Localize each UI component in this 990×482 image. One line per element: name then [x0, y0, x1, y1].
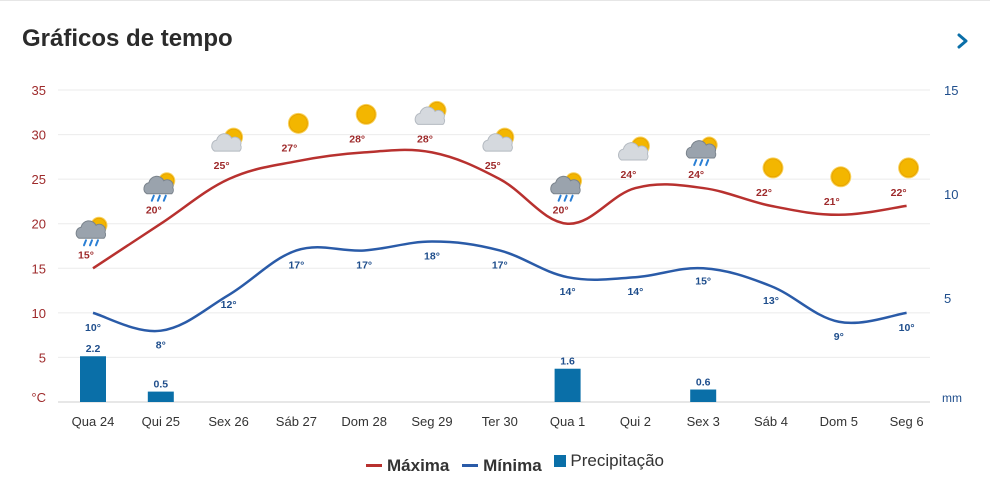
min-data-label: 13° — [763, 295, 779, 307]
max-data-label: 22° — [891, 187, 907, 199]
legend-precip-label: Precipitação — [570, 451, 664, 470]
max-data-label: 20° — [146, 205, 162, 217]
right-axis-tick-label: 5 — [944, 291, 951, 306]
legend-min-label: Mínima — [483, 455, 542, 475]
min-data-label: 18° — [424, 251, 440, 263]
sun-icon — [762, 157, 784, 179]
sun-cloud-icon — [414, 100, 447, 125]
left-axis-tick-label: 10 — [32, 306, 46, 321]
x-axis-tick-label: Seg 6 — [890, 414, 924, 429]
right-axis-unit: mm — [942, 391, 962, 405]
right-axis-tick-label: 10 — [944, 187, 958, 202]
right-axis-tick-label: 15 — [944, 83, 958, 98]
x-axis-tick-label: Qua 1 — [550, 414, 585, 429]
legend-item-min[interactable]: Mínima — [462, 456, 542, 476]
legend-min-swatch — [462, 464, 479, 467]
precip-data-label: 2.2 — [86, 343, 101, 355]
precip-bar — [690, 389, 717, 402]
chart-legend: Máxima Mínima Precipitação — [0, 451, 990, 476]
sun-icon — [287, 112, 309, 134]
rain-cloud-sun-icon — [685, 136, 718, 167]
left-axis-tick-label: 30 — [32, 128, 46, 143]
rain-cloud-sun-icon — [75, 216, 108, 247]
min-data-label: 14° — [560, 286, 576, 298]
rain-cloud-sun-icon — [143, 172, 176, 202]
min-data-label: 17° — [356, 259, 372, 271]
x-axis-tick-label: Qui 25 — [142, 414, 180, 429]
min-data-label: 10° — [85, 322, 101, 334]
sun-icon — [355, 103, 377, 125]
min-data-label: 15° — [695, 275, 711, 287]
min-data-label: 12° — [221, 299, 237, 311]
sun-icon — [898, 157, 920, 179]
left-axis-unit: °C — [31, 390, 46, 405]
max-series-line — [92, 148, 907, 270]
rain-cloud-sun-icon — [550, 172, 583, 202]
max-data-label: 20° — [553, 205, 569, 217]
left-axis-tick-label: 20 — [32, 217, 46, 232]
legend-max-label: Máxima — [387, 455, 450, 475]
precip-data-label: 0.6 — [696, 377, 711, 389]
x-axis-tick-label: Dom 5 — [820, 414, 858, 429]
min-data-label: 14° — [627, 286, 643, 298]
page-title: Gráficos de tempo — [22, 25, 233, 52]
x-axis-tick-label: Sex 3 — [687, 414, 720, 429]
legend-precip-swatch — [554, 455, 567, 467]
x-axis-tick-label: Qui 2 — [620, 414, 651, 429]
left-axis-tick-label: 35 — [32, 83, 46, 98]
chevron-right-icon[interactable] — [952, 27, 974, 55]
max-data-label: 15° — [78, 249, 94, 261]
precip-bar — [554, 368, 581, 402]
max-data-label: 24° — [688, 169, 704, 181]
sun-cloud-icon — [482, 127, 515, 152]
x-axis-tick-label: Ter 30 — [482, 414, 518, 429]
weather-chart: 35 30 25 20 15 10 5 °C 15 10 5 mm Qua 24 Qui 25 Sex 26… — [31, 83, 962, 429]
min-data-label: 17° — [492, 259, 508, 271]
min-data-label: 10° — [899, 322, 915, 334]
left-axis-tick-label: 25 — [32, 172, 46, 187]
precip-data-label: 1.6 — [560, 356, 575, 368]
x-axis-tick-label: Seg 29 — [411, 414, 452, 429]
left-axis-tick-label: 15 — [32, 261, 46, 276]
sun-icon — [830, 166, 852, 188]
sun-cloud-icon — [211, 127, 244, 152]
x-axis-tick-label: Dom 28 — [341, 414, 387, 429]
x-axis-tick-label: Sáb 4 — [754, 414, 788, 429]
precip-bar — [80, 356, 106, 402]
precip-bar — [147, 391, 174, 402]
min-series-line — [92, 240, 907, 333]
left-axis-tick-label: 5 — [39, 350, 46, 365]
x-axis-tick-label: Sex 26 — [208, 414, 248, 429]
max-data-label: 28° — [417, 133, 433, 145]
max-data-label: 25° — [214, 160, 230, 172]
max-data-label: 24° — [620, 169, 636, 181]
legend-item-precip[interactable]: Precipitação — [554, 451, 664, 471]
legend-item-max[interactable]: Máxima — [366, 456, 449, 476]
max-data-label: 27° — [281, 142, 297, 154]
sun-cloud-icon — [618, 136, 650, 161]
max-data-label: 28° — [349, 133, 365, 145]
max-data-label: 22° — [756, 187, 772, 199]
max-data-label: 25° — [485, 160, 501, 172]
legend-max-swatch — [366, 464, 383, 467]
min-data-label: 9° — [834, 331, 844, 343]
max-data-label: 21° — [824, 196, 840, 208]
precip-data-label: 0.5 — [153, 379, 168, 391]
min-data-label: 17° — [288, 259, 304, 271]
x-axis-tick-label: Qua 24 — [72, 414, 115, 429]
x-axis-tick-label: Sáb 27 — [276, 414, 317, 429]
min-data-label: 8° — [156, 340, 166, 352]
